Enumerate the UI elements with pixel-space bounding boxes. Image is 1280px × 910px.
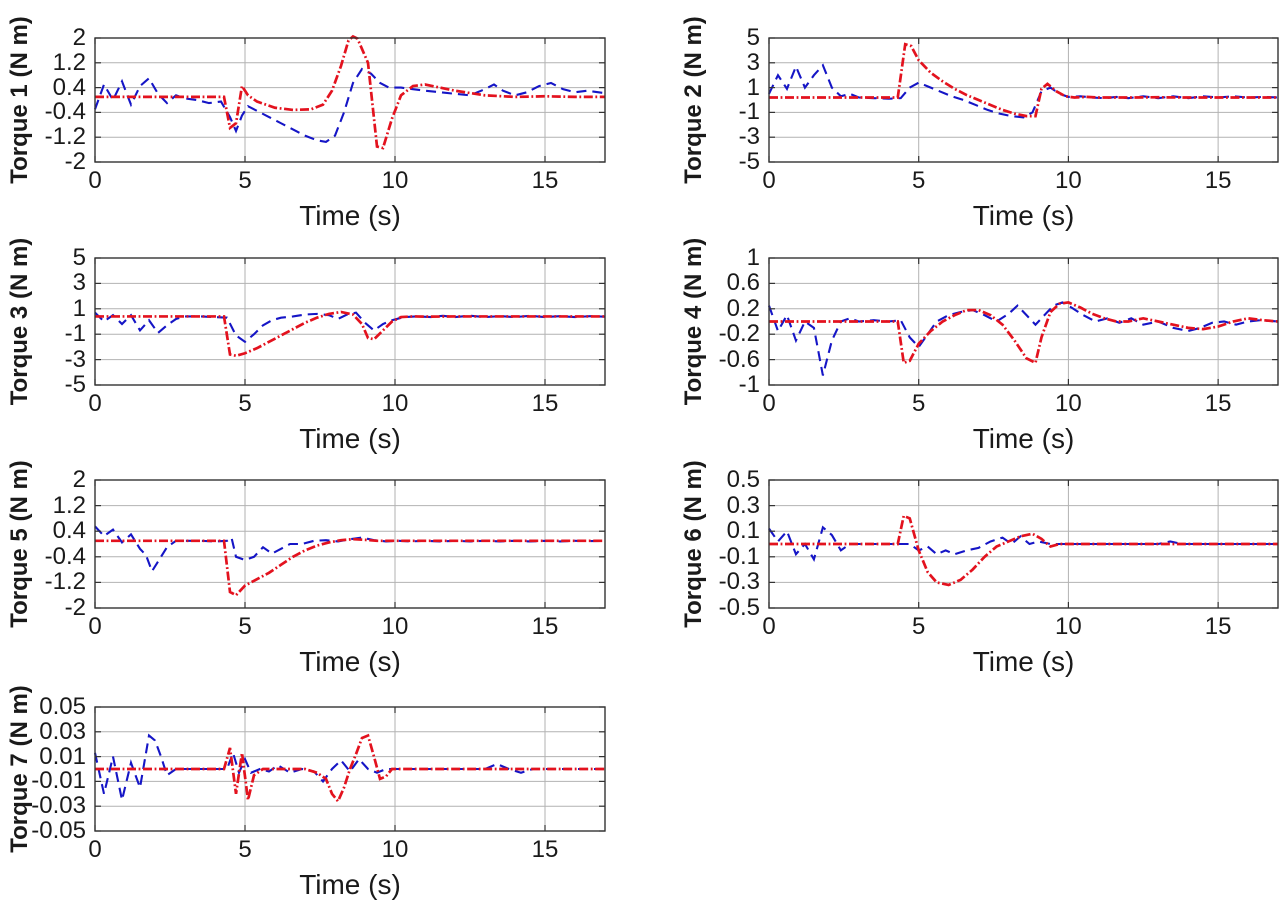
svg-text:Torque 6 (N m): Torque 6 (N m) [680,460,707,628]
svg-text:Torque 2 (N m): Torque 2 (N m) [680,16,707,184]
svg-text:Torque 1 (N m): Torque 1 (N m) [6,16,33,184]
svg-text:Torque 4 (N m): Torque 4 (N m) [680,238,707,406]
svg-text:Torque 5 (N m): Torque 5 (N m) [6,460,33,628]
svg-text:Torque 7 (N m): Torque 7 (N m) [6,685,33,853]
svg-text:Torque 3 (N m): Torque 3 (N m) [6,238,33,406]
